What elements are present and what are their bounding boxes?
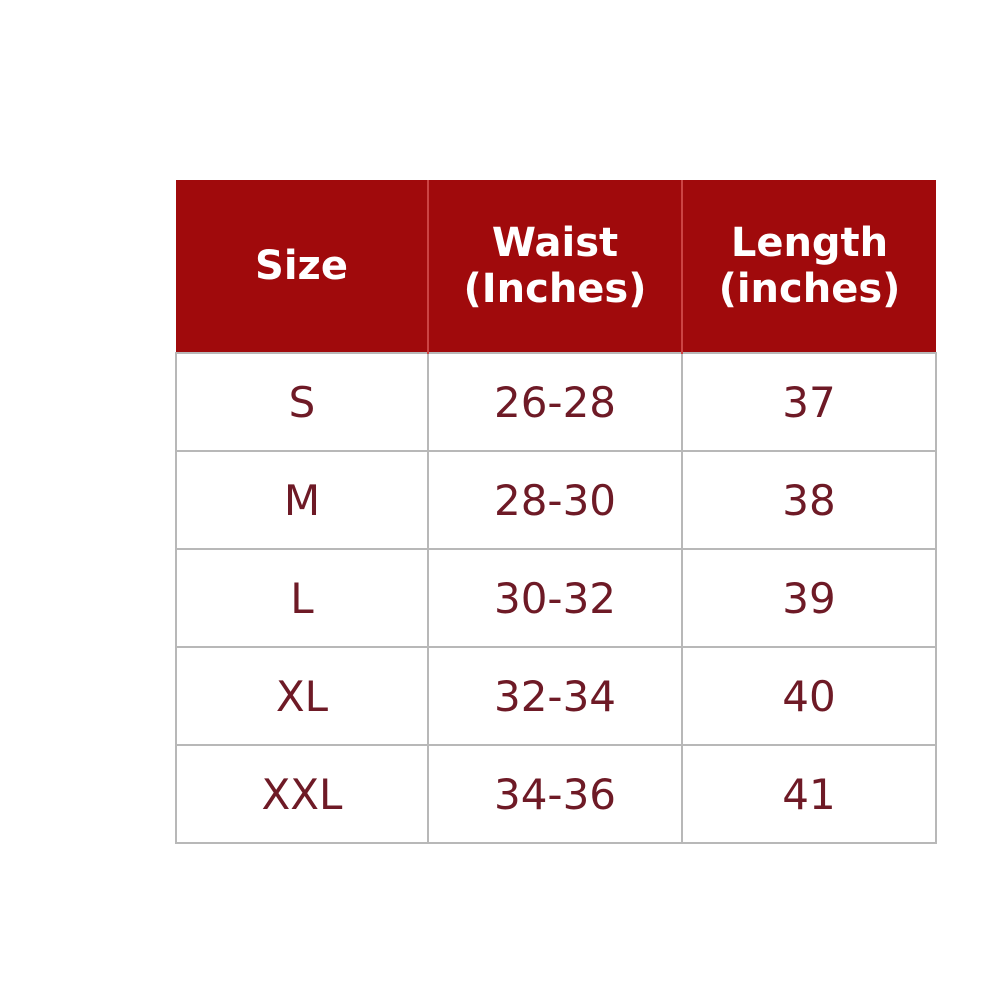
table-row: S 26-28 37 (175, 352, 937, 452)
header-waist: Waist (Inches) (428, 180, 683, 353)
header-size-label: Size (255, 243, 348, 289)
size-cell: XL (175, 646, 429, 746)
size-chart-table: Size Waist (Inches) Length (inches) S 26-28… (175, 180, 937, 844)
header-length-line1: Length (730, 220, 889, 266)
table-row: L 30-32 39 (175, 548, 937, 648)
size-cell: XXL (175, 744, 429, 844)
waist-cell: 34-36 (427, 744, 683, 844)
header-size: Size (176, 180, 429, 353)
table-row: XXL 34-36 41 (175, 744, 937, 844)
length-cell: 38 (681, 450, 937, 550)
waist-cell: 32-34 (427, 646, 683, 746)
size-cell: L (175, 548, 429, 648)
length-cell: 39 (681, 548, 937, 648)
length-cell: 37 (681, 352, 937, 452)
header-waist-line1: Waist (491, 220, 619, 266)
waist-cell: 26-28 (427, 352, 683, 452)
header-length: Length (inches) (682, 180, 936, 353)
length-cell: 41 (681, 744, 937, 844)
waist-cell: 30-32 (427, 548, 683, 648)
header-length-line2: (inches) (718, 266, 901, 312)
waist-cell: 28-30 (427, 450, 683, 550)
size-cell: S (175, 352, 429, 452)
size-cell: M (175, 450, 429, 550)
length-cell: 40 (681, 646, 937, 746)
table-row: M 28-30 38 (175, 450, 937, 550)
table-row: XL 32-34 40 (175, 646, 937, 746)
header-waist-line2: (Inches) (463, 266, 647, 312)
header-row: Size Waist (Inches) Length (inches) (176, 180, 936, 353)
